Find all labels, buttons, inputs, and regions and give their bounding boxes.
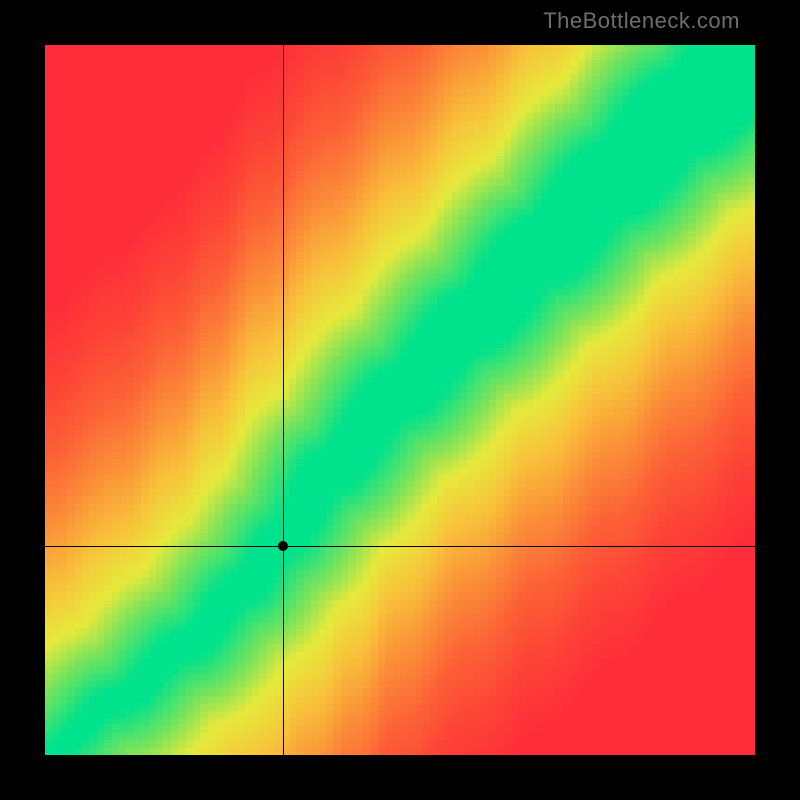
watermark-text: TheBottleneck.com	[543, 8, 740, 34]
heatmap-canvas	[45, 45, 755, 755]
crosshair-vertical	[283, 45, 284, 755]
crosshair-horizontal	[45, 546, 755, 547]
selection-marker	[278, 541, 288, 551]
bottleneck-heatmap	[45, 45, 755, 755]
